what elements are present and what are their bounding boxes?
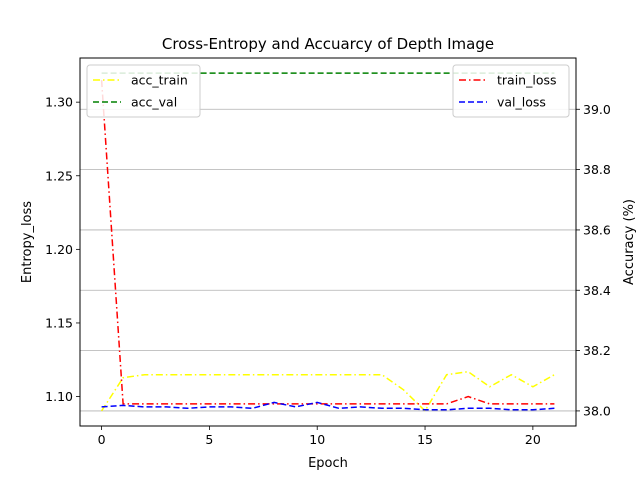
x-tick-label-2: 10	[309, 432, 325, 447]
y-axis-left-label: Entropy_loss	[20, 201, 35, 283]
legend-left: acc_train acc_val	[86, 64, 201, 118]
y-right-tick-label-2: 38.4	[583, 283, 611, 298]
series-line-acc-train	[100, 370, 555, 413]
y-axis-right-label: Accuracy (%)	[622, 199, 637, 285]
series-layer	[100, 72, 555, 413]
y-left-tick-label-0: 1.10	[45, 389, 73, 404]
x-tick-label-3: 15	[417, 432, 433, 447]
y-axis-right: 38.0 38.2 38.4 38.6 38.8 39.0	[576, 102, 611, 418]
legend-label-val-loss: val_loss	[497, 95, 546, 110]
legend-label-acc-train: acc_train	[131, 73, 188, 88]
series-line-val-loss	[101, 401, 555, 411]
x-axis: 0 5 10 15 20	[98, 426, 541, 447]
legend-label-acc-val: acc_val	[131, 95, 177, 110]
y-axis-left: 1.10 1.15 1.20 1.25 1.30	[45, 95, 80, 404]
series-line-train-loss	[100, 80, 555, 405]
y-right-tick-label-1: 38.2	[583, 343, 611, 358]
y-right-tick-label-5: 39.0	[583, 102, 611, 117]
legend-right: train_loss val_loss	[452, 64, 570, 118]
x-tick-label-4: 20	[525, 432, 541, 447]
plot-area-frame	[79, 57, 577, 427]
x-axis-label: Epoch	[308, 456, 348, 471]
y-left-tick-label-4: 1.30	[45, 95, 73, 110]
y-right-tick-label-0: 38.0	[583, 403, 611, 418]
grid-lines	[80, 108, 576, 412]
y-right-tick-label-3: 38.6	[583, 222, 611, 237]
y-left-tick-label-3: 1.25	[45, 168, 73, 183]
x-tick-label-0: 0	[98, 432, 106, 447]
legend-right-box	[452, 64, 570, 118]
chart-title: Cross-Entropy and Accuarcy of Depth Imag…	[162, 35, 494, 53]
y-left-tick-label-1: 1.15	[45, 315, 73, 330]
legend-left-box	[86, 64, 201, 118]
y-right-tick-label-4: 38.8	[583, 162, 611, 177]
legend-label-train-loss: train_loss	[497, 73, 557, 88]
x-tick-label-1: 5	[205, 432, 213, 447]
y-left-tick-label-2: 1.20	[45, 242, 73, 257]
